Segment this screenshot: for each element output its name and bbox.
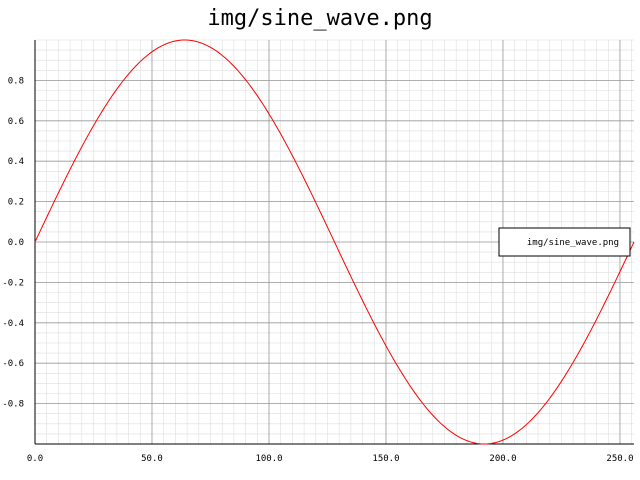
y-tick-label: -0.8 bbox=[2, 400, 24, 410]
x-tick-label: 100.0 bbox=[255, 454, 282, 464]
legend-label: img/sine_wave.png bbox=[527, 238, 619, 248]
legend: img/sine_wave.png bbox=[498, 227, 631, 257]
y-tick-label: 0.2 bbox=[8, 198, 24, 208]
x-tick-label: 250.0 bbox=[606, 454, 633, 464]
legend-box bbox=[498, 227, 631, 257]
y-tick-label: -0.6 bbox=[2, 359, 24, 369]
tick-labels: 0.0 50.0 100.0 150.0 200.0 250.0 -0.8 -0.6 -0.4 -… bbox=[2, 76, 633, 464]
x-tick-label: 150.0 bbox=[372, 454, 399, 464]
y-tick-label: 0.0 bbox=[8, 238, 24, 248]
series-layer bbox=[34, 39, 635, 445]
y-tick-label: 0.4 bbox=[8, 157, 24, 167]
y-tick-label: -0.4 bbox=[2, 319, 24, 329]
series-line bbox=[34, 39, 635, 445]
y-tick-label: -0.2 bbox=[2, 278, 24, 288]
x-tick-label: 0.0 bbox=[27, 454, 43, 464]
y-tick-label: 0.8 bbox=[8, 76, 24, 86]
chart-title: img/sine_wave.png bbox=[207, 6, 433, 31]
x-tick-label: 50.0 bbox=[141, 454, 163, 464]
y-tick-label: 0.6 bbox=[8, 117, 24, 127]
x-tick-label: 200.0 bbox=[489, 454, 516, 464]
